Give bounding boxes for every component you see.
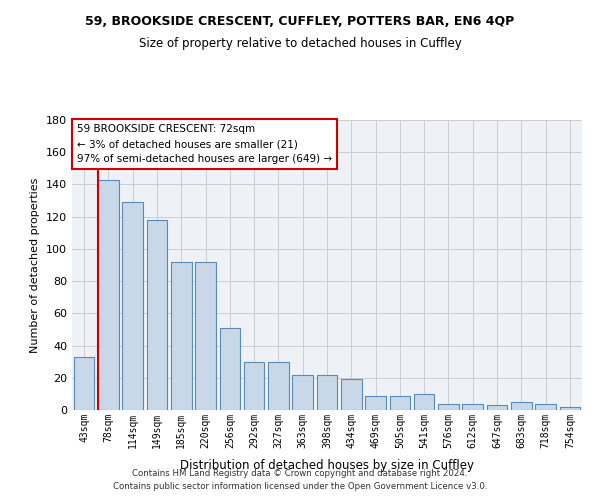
Bar — [220, 328, 240, 410]
Bar — [98, 180, 119, 410]
Text: Contains HM Land Registry data © Crown copyright and database right 2024.: Contains HM Land Registry data © Crown c… — [132, 468, 468, 477]
Bar — [487, 405, 508, 410]
Bar — [414, 394, 434, 410]
Bar — [341, 380, 362, 410]
Bar — [74, 357, 94, 410]
Y-axis label: Number of detached properties: Number of detached properties — [31, 178, 40, 352]
Bar — [171, 262, 191, 410]
Bar — [389, 396, 410, 410]
Bar — [560, 407, 580, 410]
Bar — [195, 262, 216, 410]
Bar — [511, 402, 532, 410]
Bar — [317, 374, 337, 410]
Bar — [146, 220, 167, 410]
Bar — [122, 202, 143, 410]
Bar — [292, 374, 313, 410]
Bar — [244, 362, 265, 410]
Bar — [438, 404, 459, 410]
Bar — [535, 404, 556, 410]
Text: Contains public sector information licensed under the Open Government Licence v3: Contains public sector information licen… — [113, 482, 487, 491]
Text: Size of property relative to detached houses in Cuffley: Size of property relative to detached ho… — [139, 38, 461, 51]
Text: 59, BROOKSIDE CRESCENT, CUFFLEY, POTTERS BAR, EN6 4QP: 59, BROOKSIDE CRESCENT, CUFFLEY, POTTERS… — [85, 15, 515, 28]
Bar — [365, 396, 386, 410]
Text: 59 BROOKSIDE CRESCENT: 72sqm
← 3% of detached houses are smaller (21)
97% of sem: 59 BROOKSIDE CRESCENT: 72sqm ← 3% of det… — [77, 124, 332, 164]
Bar — [268, 362, 289, 410]
X-axis label: Distribution of detached houses by size in Cuffley: Distribution of detached houses by size … — [180, 459, 474, 472]
Bar — [463, 404, 483, 410]
